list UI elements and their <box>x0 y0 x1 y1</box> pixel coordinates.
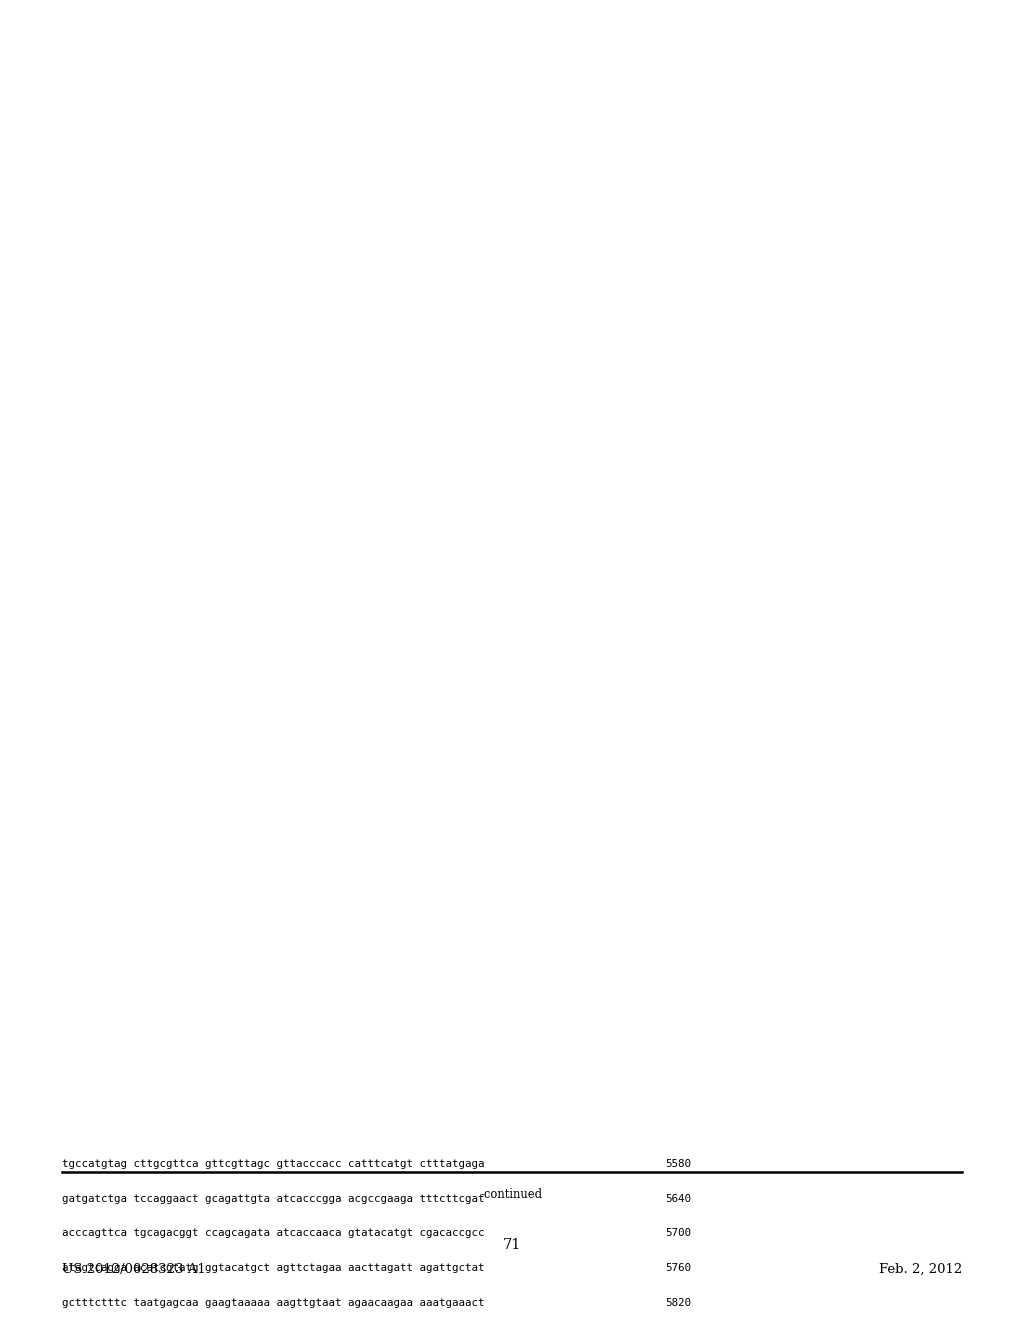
Text: US 2012/0028323 A1: US 2012/0028323 A1 <box>62 1263 206 1276</box>
Text: tgccatgtag cttgcgttca gttcgttagc gttacccacc catttcatgt ctttatgaga: tgccatgtag cttgcgttca gttcgttagc gttaccc… <box>62 1159 484 1170</box>
Text: acccagttca tgcagacggt ccagcagata atcaccaaca gtatacatgt cgacaccgcc: acccagttca tgcagacggt ccagcagata atcacca… <box>62 1229 484 1238</box>
Text: gatgatctga tccaggaact gcagattgta atcacccgga acgccgaaga tttcttcgat: gatgatctga tccaggaact gcagattgta atcaccc… <box>62 1193 484 1204</box>
Text: 71: 71 <box>503 1238 521 1253</box>
Text: atagtcagga acatcgtatg ggtacatgct agttctagaa aacttagatt agattgctat: atagtcagga acatcgtatg ggtacatgct agttcta… <box>62 1263 484 1272</box>
Text: -continued: -continued <box>481 1188 543 1201</box>
Text: 5580: 5580 <box>665 1159 691 1170</box>
Text: 5760: 5760 <box>665 1263 691 1272</box>
Text: gctttctttc taatgagcaa gaagtaaaaa aagttgtaat agaacaagaa aaatgaaact: gctttctttc taatgagcaa gaagtaaaaa aagttgt… <box>62 1298 484 1308</box>
Text: 5700: 5700 <box>665 1229 691 1238</box>
Text: Feb. 2, 2012: Feb. 2, 2012 <box>879 1263 962 1276</box>
Text: 5640: 5640 <box>665 1193 691 1204</box>
Text: 5820: 5820 <box>665 1298 691 1308</box>
